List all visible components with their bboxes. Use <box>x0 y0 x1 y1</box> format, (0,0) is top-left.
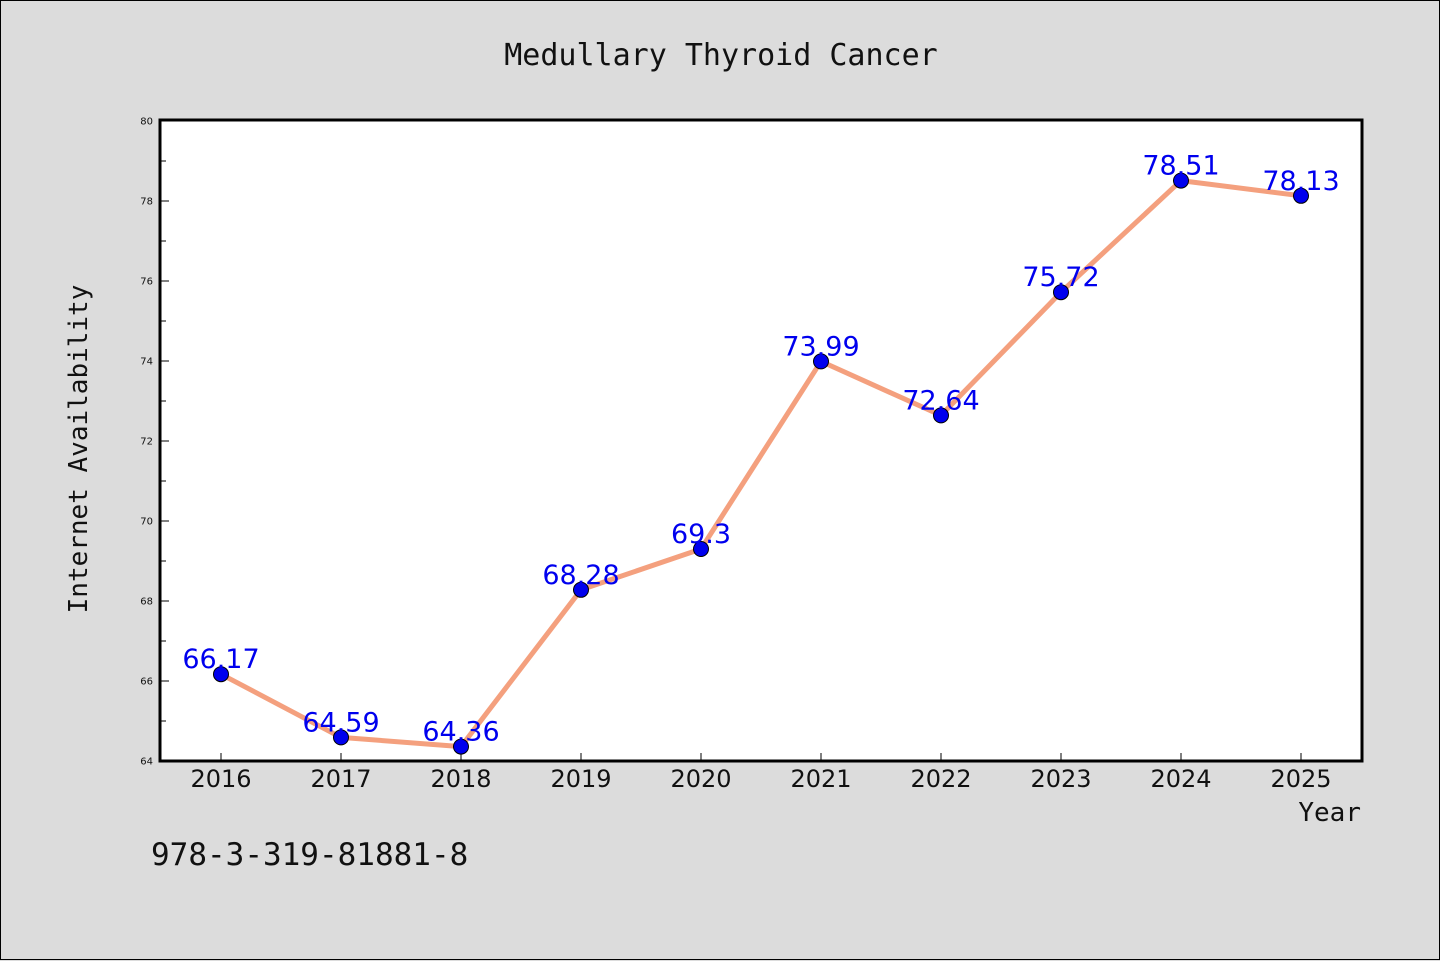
x-tick-label: 2019 <box>550 765 611 793</box>
y-tick-label: 66 <box>140 677 153 688</box>
x-axis: 2016 2017 2018 2019 2020 2021 2022 2023 2024 2025 <box>190 753 1332 793</box>
y-tick-label: 80 <box>140 117 153 128</box>
data-label: 66.17 <box>182 644 259 675</box>
x-tick-label: 2024 <box>1150 765 1211 793</box>
y-axis-label: Internet Availability <box>64 285 94 614</box>
data-label: 72.64 <box>902 385 979 416</box>
plot-area <box>158 118 1364 763</box>
data-point <box>693 541 709 557</box>
y-axis: 64 66 68 70 72 74 76 78 80 <box>140 117 169 768</box>
series-line <box>218 178 1304 750</box>
x-tick-label: 2016 <box>190 765 251 793</box>
data-point <box>213 666 229 683</box>
data-point <box>573 581 589 598</box>
y-tick-label: 68 <box>140 597 153 608</box>
data-point <box>333 729 349 746</box>
data-point <box>933 407 949 424</box>
data-label: 73.99 <box>782 331 859 362</box>
x-tick-label: 2017 <box>310 765 371 793</box>
x-tick-label: 2023 <box>1030 765 1091 793</box>
y-tick-label: 64 <box>140 757 153 768</box>
x-axis-label: Year <box>1298 798 1361 828</box>
data-label: 75.72 <box>1022 262 1099 293</box>
data-point <box>1173 172 1189 189</box>
data-label: 78.51 <box>1142 151 1219 182</box>
x-tick-label: 2022 <box>910 765 971 793</box>
y-tick-label: 72 <box>140 437 153 448</box>
data-point <box>813 353 829 370</box>
data-labels: 66.17 64.59 64.36 68.28 69.3 73.99 72.64 75.72 7… <box>182 151 1339 748</box>
data-label: 69.3 <box>671 519 731 550</box>
y-tick-label: 74 <box>140 357 153 368</box>
data-label: 78.13 <box>1262 166 1339 197</box>
data-point <box>1053 284 1069 301</box>
data-label: 64.36 <box>422 717 499 748</box>
footnote-isbn: 978-3-319-81881-8 <box>151 837 468 873</box>
y-tick-label: 76 <box>140 277 153 288</box>
data-label: 68.28 <box>542 560 619 591</box>
x-tick-label: 2020 <box>670 765 731 793</box>
data-point <box>1293 187 1309 204</box>
x-tick-label: 2018 <box>430 765 491 793</box>
y-tick-label: 70 <box>140 517 153 528</box>
data-point <box>453 738 469 755</box>
x-tick-label: 2025 <box>1270 765 1331 793</box>
chart-title: Medullary Thyroid Cancer <box>504 38 937 73</box>
x-tick-label: 2021 <box>790 765 851 793</box>
series-polyline <box>218 178 1304 750</box>
data-label: 64.59 <box>302 707 379 738</box>
data-points <box>213 172 1309 755</box>
y-tick-label: 78 <box>140 197 153 208</box>
